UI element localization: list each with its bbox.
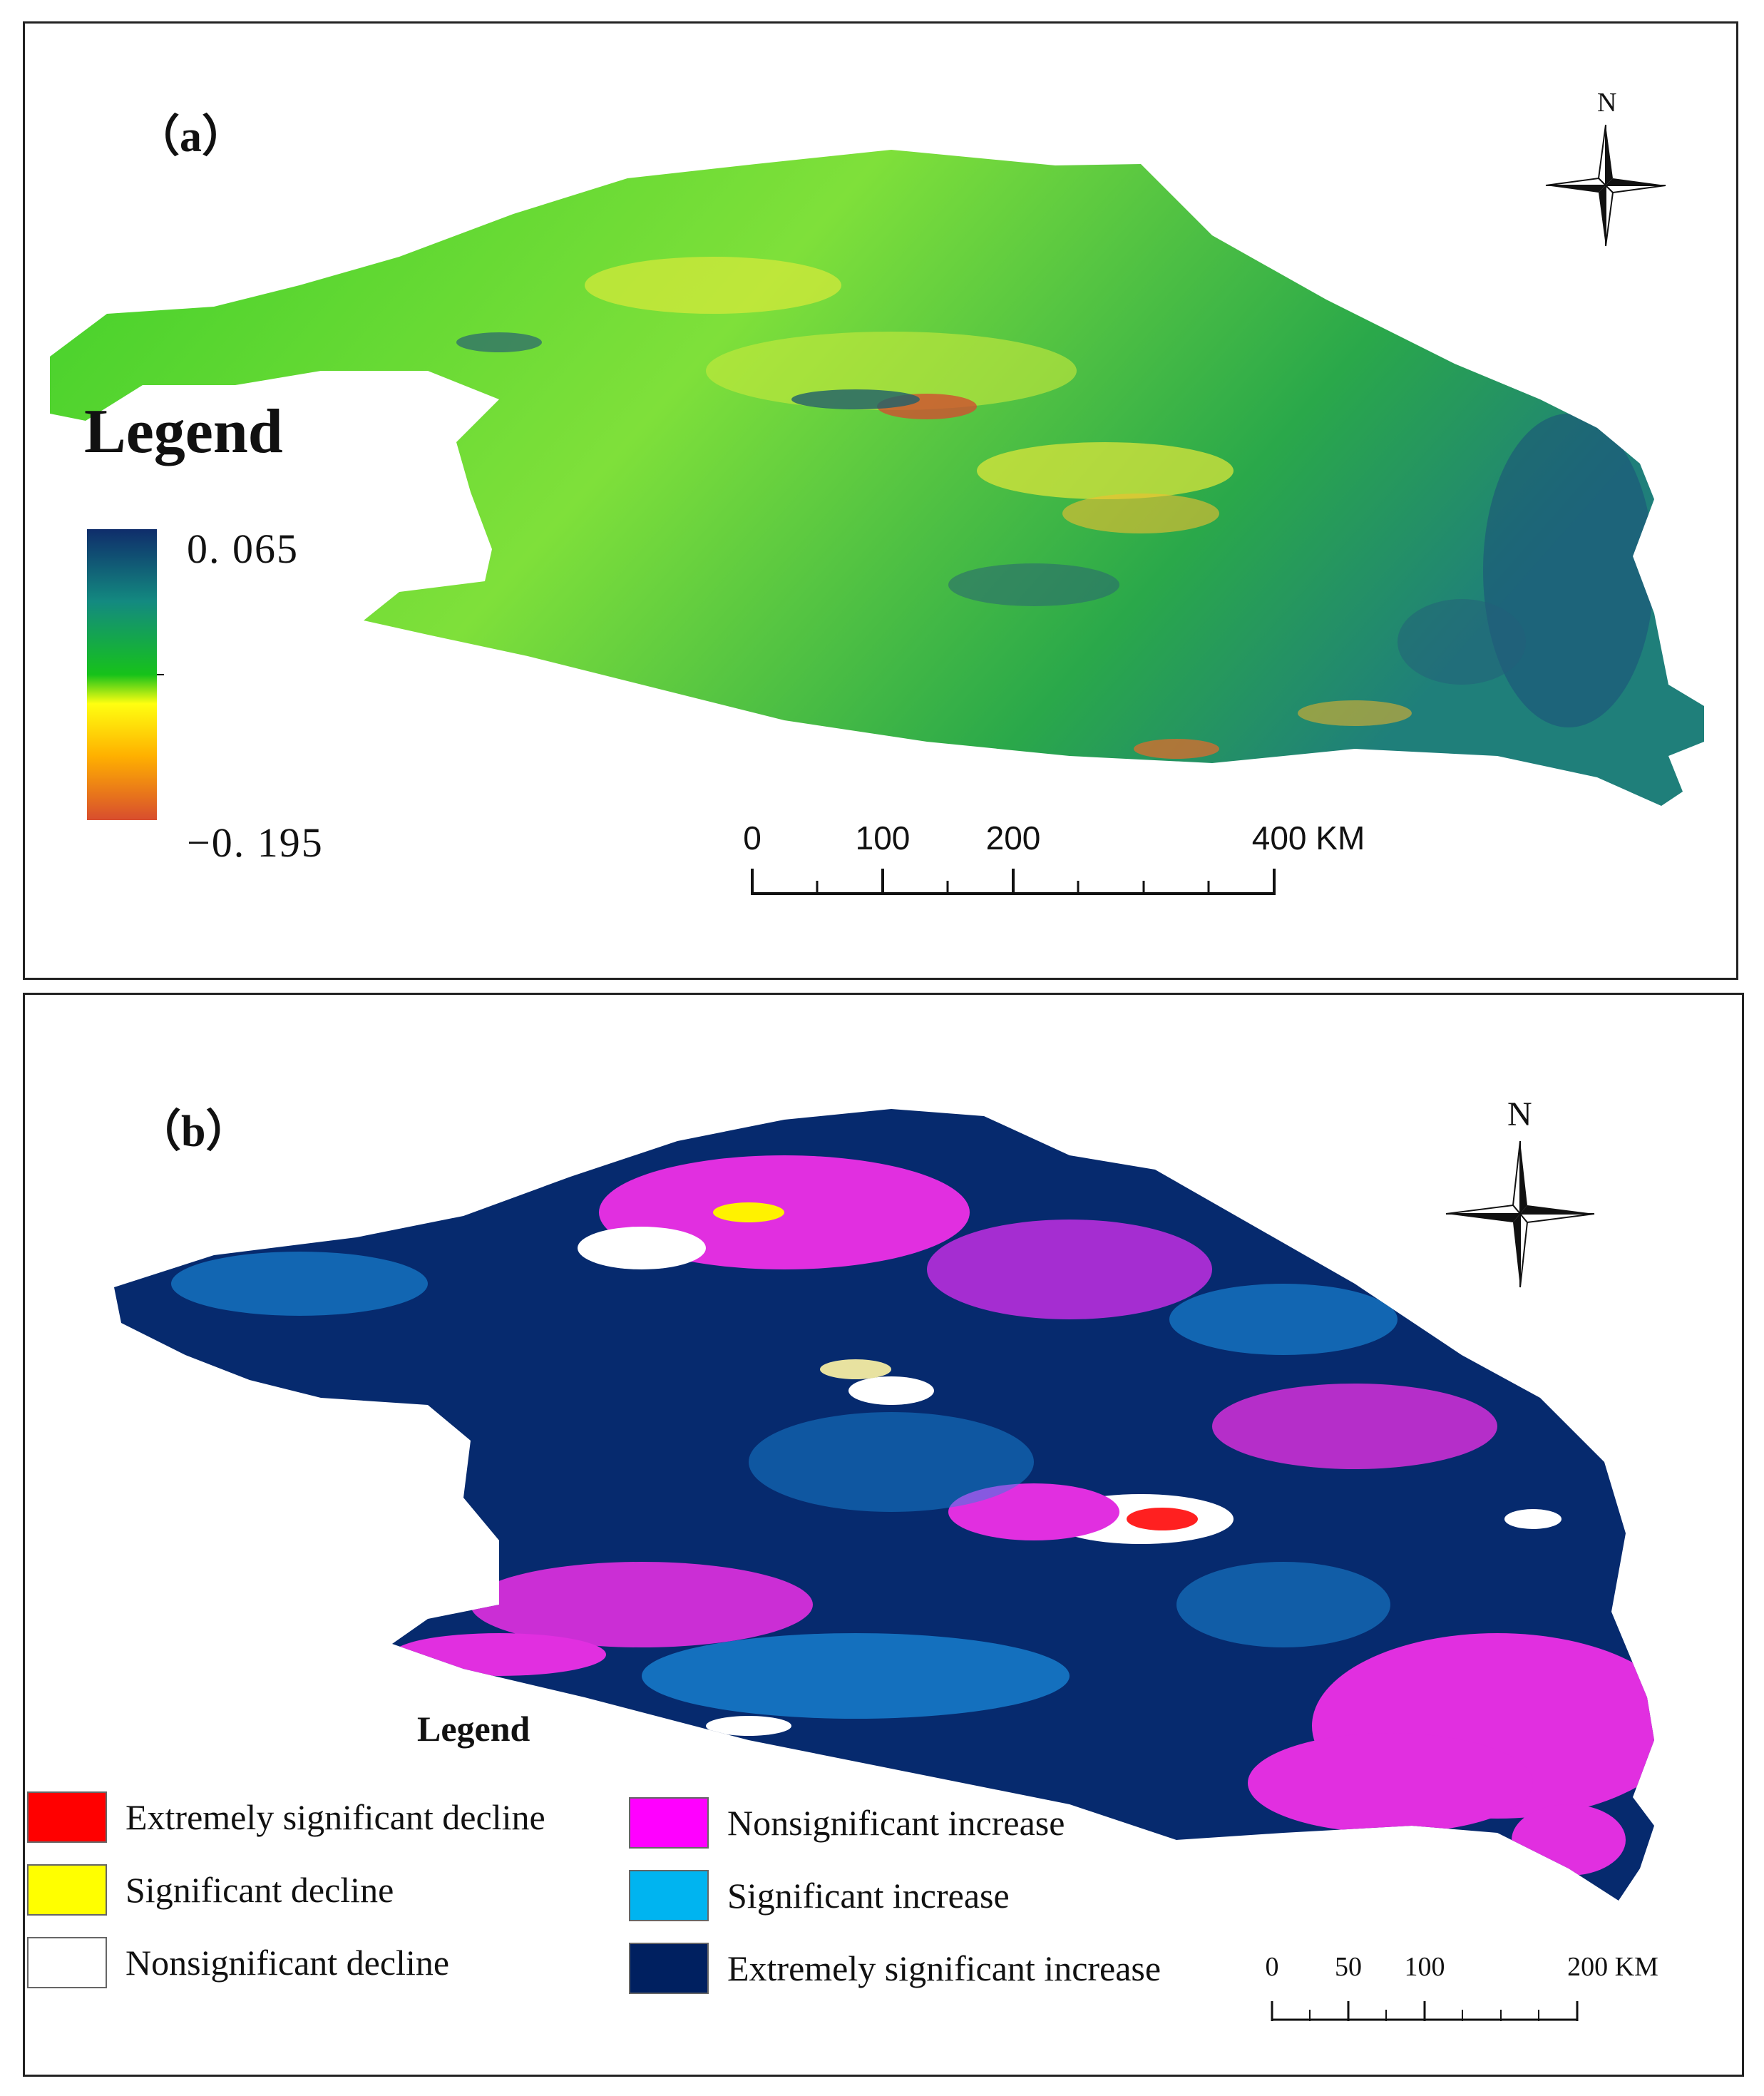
color-ramp: [87, 529, 157, 820]
ramp-tick: [157, 674, 164, 675]
legend-class-extremely-significant-increase: Extremely significant increase: [629, 1943, 1161, 1994]
legend-swatch: [629, 1797, 709, 1849]
legend-class-label: Significant increase: [727, 1876, 1010, 1916]
scale-a-tick-100: 100: [855, 819, 911, 857]
legend-title-b: Legend: [417, 1709, 530, 1749]
legend-swatch: [629, 1870, 709, 1921]
legend-swatch: [27, 1937, 107, 1988]
legend-class-nonsignificant-decline: Nonsignificant decline: [27, 1937, 449, 1988]
legend-title-a: Legend: [84, 397, 283, 466]
north-label-b: N: [1507, 1095, 1532, 1133]
ramp-max-label: 0. 065: [187, 526, 299, 572]
legend-class-significant-decline: Significant decline: [27, 1864, 394, 1916]
scale-b-tick-200: 200 KM: [1567, 1952, 1658, 1982]
legend-class-extremely-significant-decline: Extremely significant decline: [27, 1791, 545, 1843]
panel-a-label: （a）: [135, 113, 247, 161]
legend-class-significant-increase: Significant increase: [629, 1870, 1010, 1921]
legend-swatch: [27, 1791, 107, 1843]
scale-b-tick-100: 100: [1404, 1952, 1445, 1982]
legend-class-label: Extremely significant increase: [727, 1948, 1162, 1988]
legend-swatch: [629, 1943, 709, 1994]
legend-class-nonsignificant-increase: Nonsignificant increase: [629, 1797, 1065, 1849]
scale-b-tick-0: 0: [1265, 1952, 1279, 1982]
ramp-min-label: −0. 195: [187, 819, 324, 866]
map-a: [50, 150, 1704, 806]
panel-b-label: （b）: [137, 1108, 250, 1156]
legend-class-label: Nonsignificant decline: [125, 1943, 450, 1983]
north-label-a: N: [1597, 88, 1617, 118]
legend-swatch: [27, 1864, 107, 1916]
legend-class-label: Nonsignificant increase: [727, 1803, 1065, 1843]
scale-a-tick-400: 400 KM: [1251, 819, 1365, 857]
scale-b-tick-50: 50: [1335, 1952, 1362, 1982]
scale-a-tick-200: 200: [985, 819, 1041, 857]
legend-class-label: Significant decline: [125, 1870, 394, 1910]
scale-a-tick-0: 0: [743, 819, 762, 857]
legend-class-label: Extremely significant decline: [125, 1797, 545, 1837]
